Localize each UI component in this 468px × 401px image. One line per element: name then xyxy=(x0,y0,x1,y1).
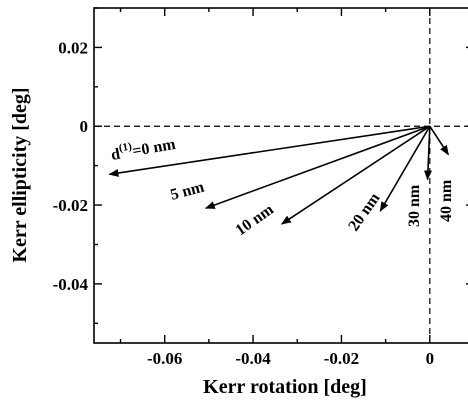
y-tick-label: -0.02 xyxy=(53,196,88,215)
vector-label: 5 nm xyxy=(169,178,207,203)
vector-label: 30 nm xyxy=(406,184,423,227)
x-tick-label: -0.06 xyxy=(147,349,182,368)
kerr-vector-arrow xyxy=(379,125,431,212)
x-axis-title: Kerr rotation [deg] xyxy=(203,376,367,398)
y-tick-label: 0 xyxy=(80,117,89,136)
kerr-vector-arrow xyxy=(204,125,431,209)
kerr-vector-arrow xyxy=(108,125,430,177)
vector-label: 40 nm xyxy=(438,179,455,222)
y-tick-label: 0.02 xyxy=(58,38,88,57)
plot-frame xyxy=(93,7,468,344)
x-tick-label: 0 xyxy=(426,349,435,368)
kerr-vector-arrow xyxy=(429,125,450,156)
vector-label: d(1)=0 nm xyxy=(109,133,177,164)
kerr-vector-arrow xyxy=(423,126,432,181)
vector-label: 10 nm xyxy=(233,201,278,240)
y-axis-title: Kerr ellipticity [deg] xyxy=(9,87,31,262)
x-tick-label: -0.02 xyxy=(324,349,359,368)
kerr-vector-arrow xyxy=(280,125,431,225)
x-tick-label: -0.04 xyxy=(235,349,271,368)
y-tick-label: -0.04 xyxy=(53,275,89,294)
vector-label: 20 nm xyxy=(345,189,384,234)
